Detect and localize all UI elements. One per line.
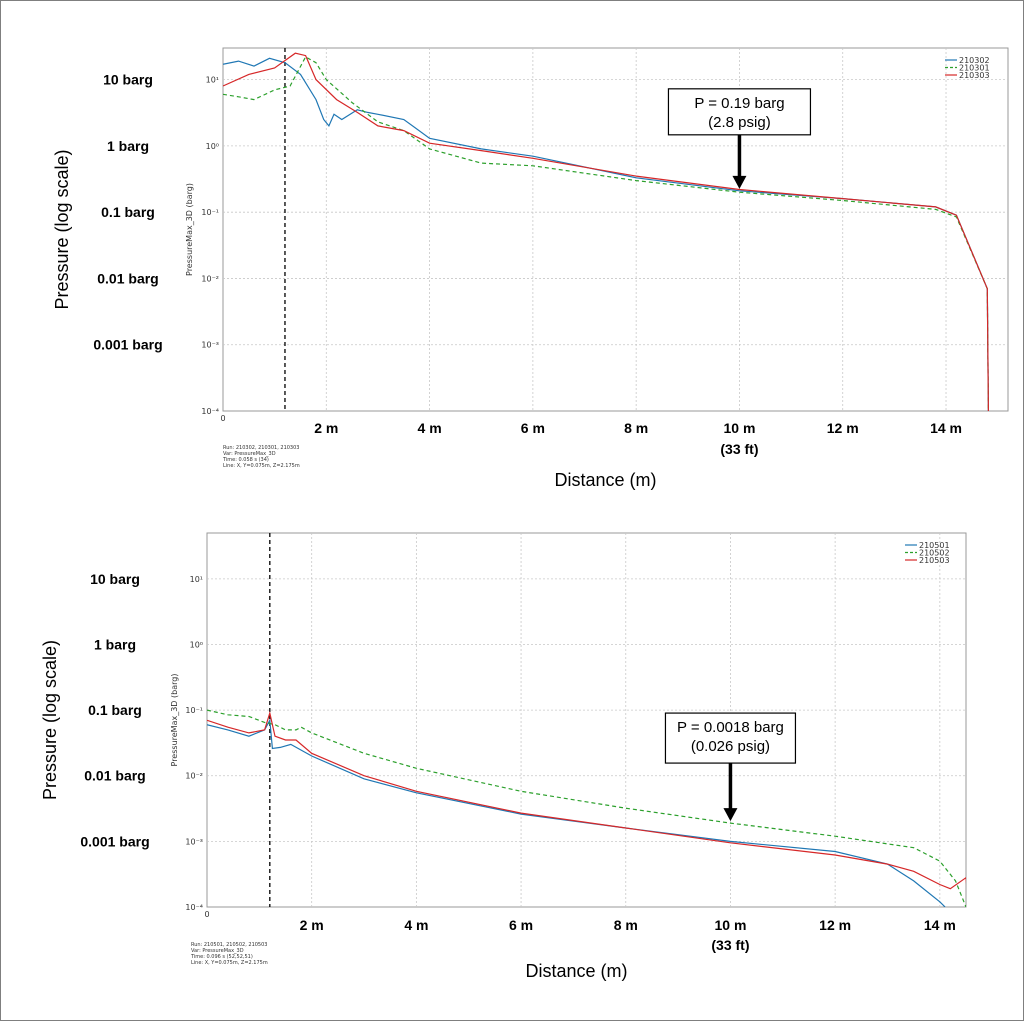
annotation-psig: (2.8 psig) <box>708 114 771 131</box>
outer-y-tick-label: 0.01 barg <box>97 270 158 286</box>
x-tick-label: 12 m <box>827 420 859 436</box>
y-axis-title: Pressure (log scale) <box>40 640 60 800</box>
x-axis-title: Distance (m) <box>525 961 627 981</box>
inner-y-tick-label: 10¹ <box>206 76 219 85</box>
outer-y-tick-label: 10 barg <box>103 72 153 88</box>
x-tick-label: 2 m <box>314 420 338 436</box>
inner-y-tick-label: 10⁻⁴ <box>185 903 203 912</box>
x-tick-label: 10 m <box>714 917 746 933</box>
x-tick-label: 8 m <box>624 420 648 436</box>
inner-y-axis-label: PressureMax_3D (barg) <box>170 674 179 767</box>
outer-y-tick-label: 1 barg <box>107 138 149 154</box>
chart-panel-2: 10¹ 10⁰ 10⁻¹ 10⁻² 10⁻³ 10⁻⁴0 PressureMax_3D (b… <box>40 533 969 981</box>
annotation-value: P = 0.0018 barg <box>677 719 784 736</box>
x-zero-tick-label: 0 <box>204 910 209 919</box>
outer-y-tick-label: 10 barg <box>90 571 140 587</box>
inner-y-axis-label: PressureMax_3D (barg) <box>185 183 194 276</box>
inner-y-tick-label: 10⁰ <box>206 142 219 151</box>
x-tick-label: 4 m <box>418 420 442 436</box>
annotation-psig: (0.026 psig) <box>691 738 770 755</box>
outer-y-tick-label: 0.1 barg <box>88 702 142 718</box>
x-tick-label: 10 m <box>723 420 755 436</box>
outer-y-tick-label: 0.001 barg <box>80 833 149 849</box>
inner-y-tick-label: 10⁻³ <box>185 837 203 846</box>
inner-y-tick-label: 10⁰ <box>190 640 203 649</box>
x-tick-label: 8 m <box>614 917 638 933</box>
x-zero-tick-label: 0 <box>220 414 225 423</box>
x-tick-label: 2 m <box>300 917 324 933</box>
plot-area <box>207 533 966 907</box>
run-info-text: Line: X, Y=0.075m, Z=2.175m <box>191 960 268 966</box>
inner-y-tick-label: 10⁻² <box>185 772 203 781</box>
y-axis-title: Pressure (log scale) <box>52 149 72 309</box>
x-tick-label: 14 m <box>924 917 956 933</box>
x-tick-label: 6 m <box>509 917 533 933</box>
x-tick-sublabel: (33 ft) <box>711 937 749 953</box>
outer-y-tick-label: 0.001 barg <box>93 337 162 353</box>
inner-y-tick-label: 10⁻¹ <box>201 208 219 217</box>
chart-panel-1: 10¹ 10⁰ 10⁻¹ 10⁻² 10⁻³ 10⁻⁴0 PressureMax_3D (b… <box>52 48 1008 490</box>
inner-y-tick-label: 10⁻³ <box>201 341 219 350</box>
inner-y-tick-label: 10¹ <box>190 575 203 584</box>
inner-y-tick-label: 10⁻⁴ <box>201 407 219 416</box>
legend-label: 210503 <box>919 556 950 565</box>
x-tick-label: 12 m <box>819 917 851 933</box>
x-tick-label: 6 m <box>521 420 545 436</box>
x-tick-label: 4 m <box>404 917 428 933</box>
inner-y-tick-label: 10⁻² <box>201 274 219 283</box>
x-tick-label: 14 m <box>930 420 962 436</box>
x-tick-sublabel: (33 ft) <box>720 441 758 457</box>
outer-y-tick-label: 0.1 barg <box>101 204 155 220</box>
outer-y-tick-label: 0.01 barg <box>84 768 145 784</box>
run-info-text: Line: X, Y=0.075m, Z=2.175m <box>223 463 300 469</box>
legend-label: 210303 <box>959 71 990 80</box>
annotation-value: P = 0.19 barg <box>694 95 784 112</box>
outer-y-tick-label: 1 barg <box>94 636 136 652</box>
inner-y-tick-label: 10⁻¹ <box>185 706 203 715</box>
x-axis-title: Distance (m) <box>554 470 656 490</box>
